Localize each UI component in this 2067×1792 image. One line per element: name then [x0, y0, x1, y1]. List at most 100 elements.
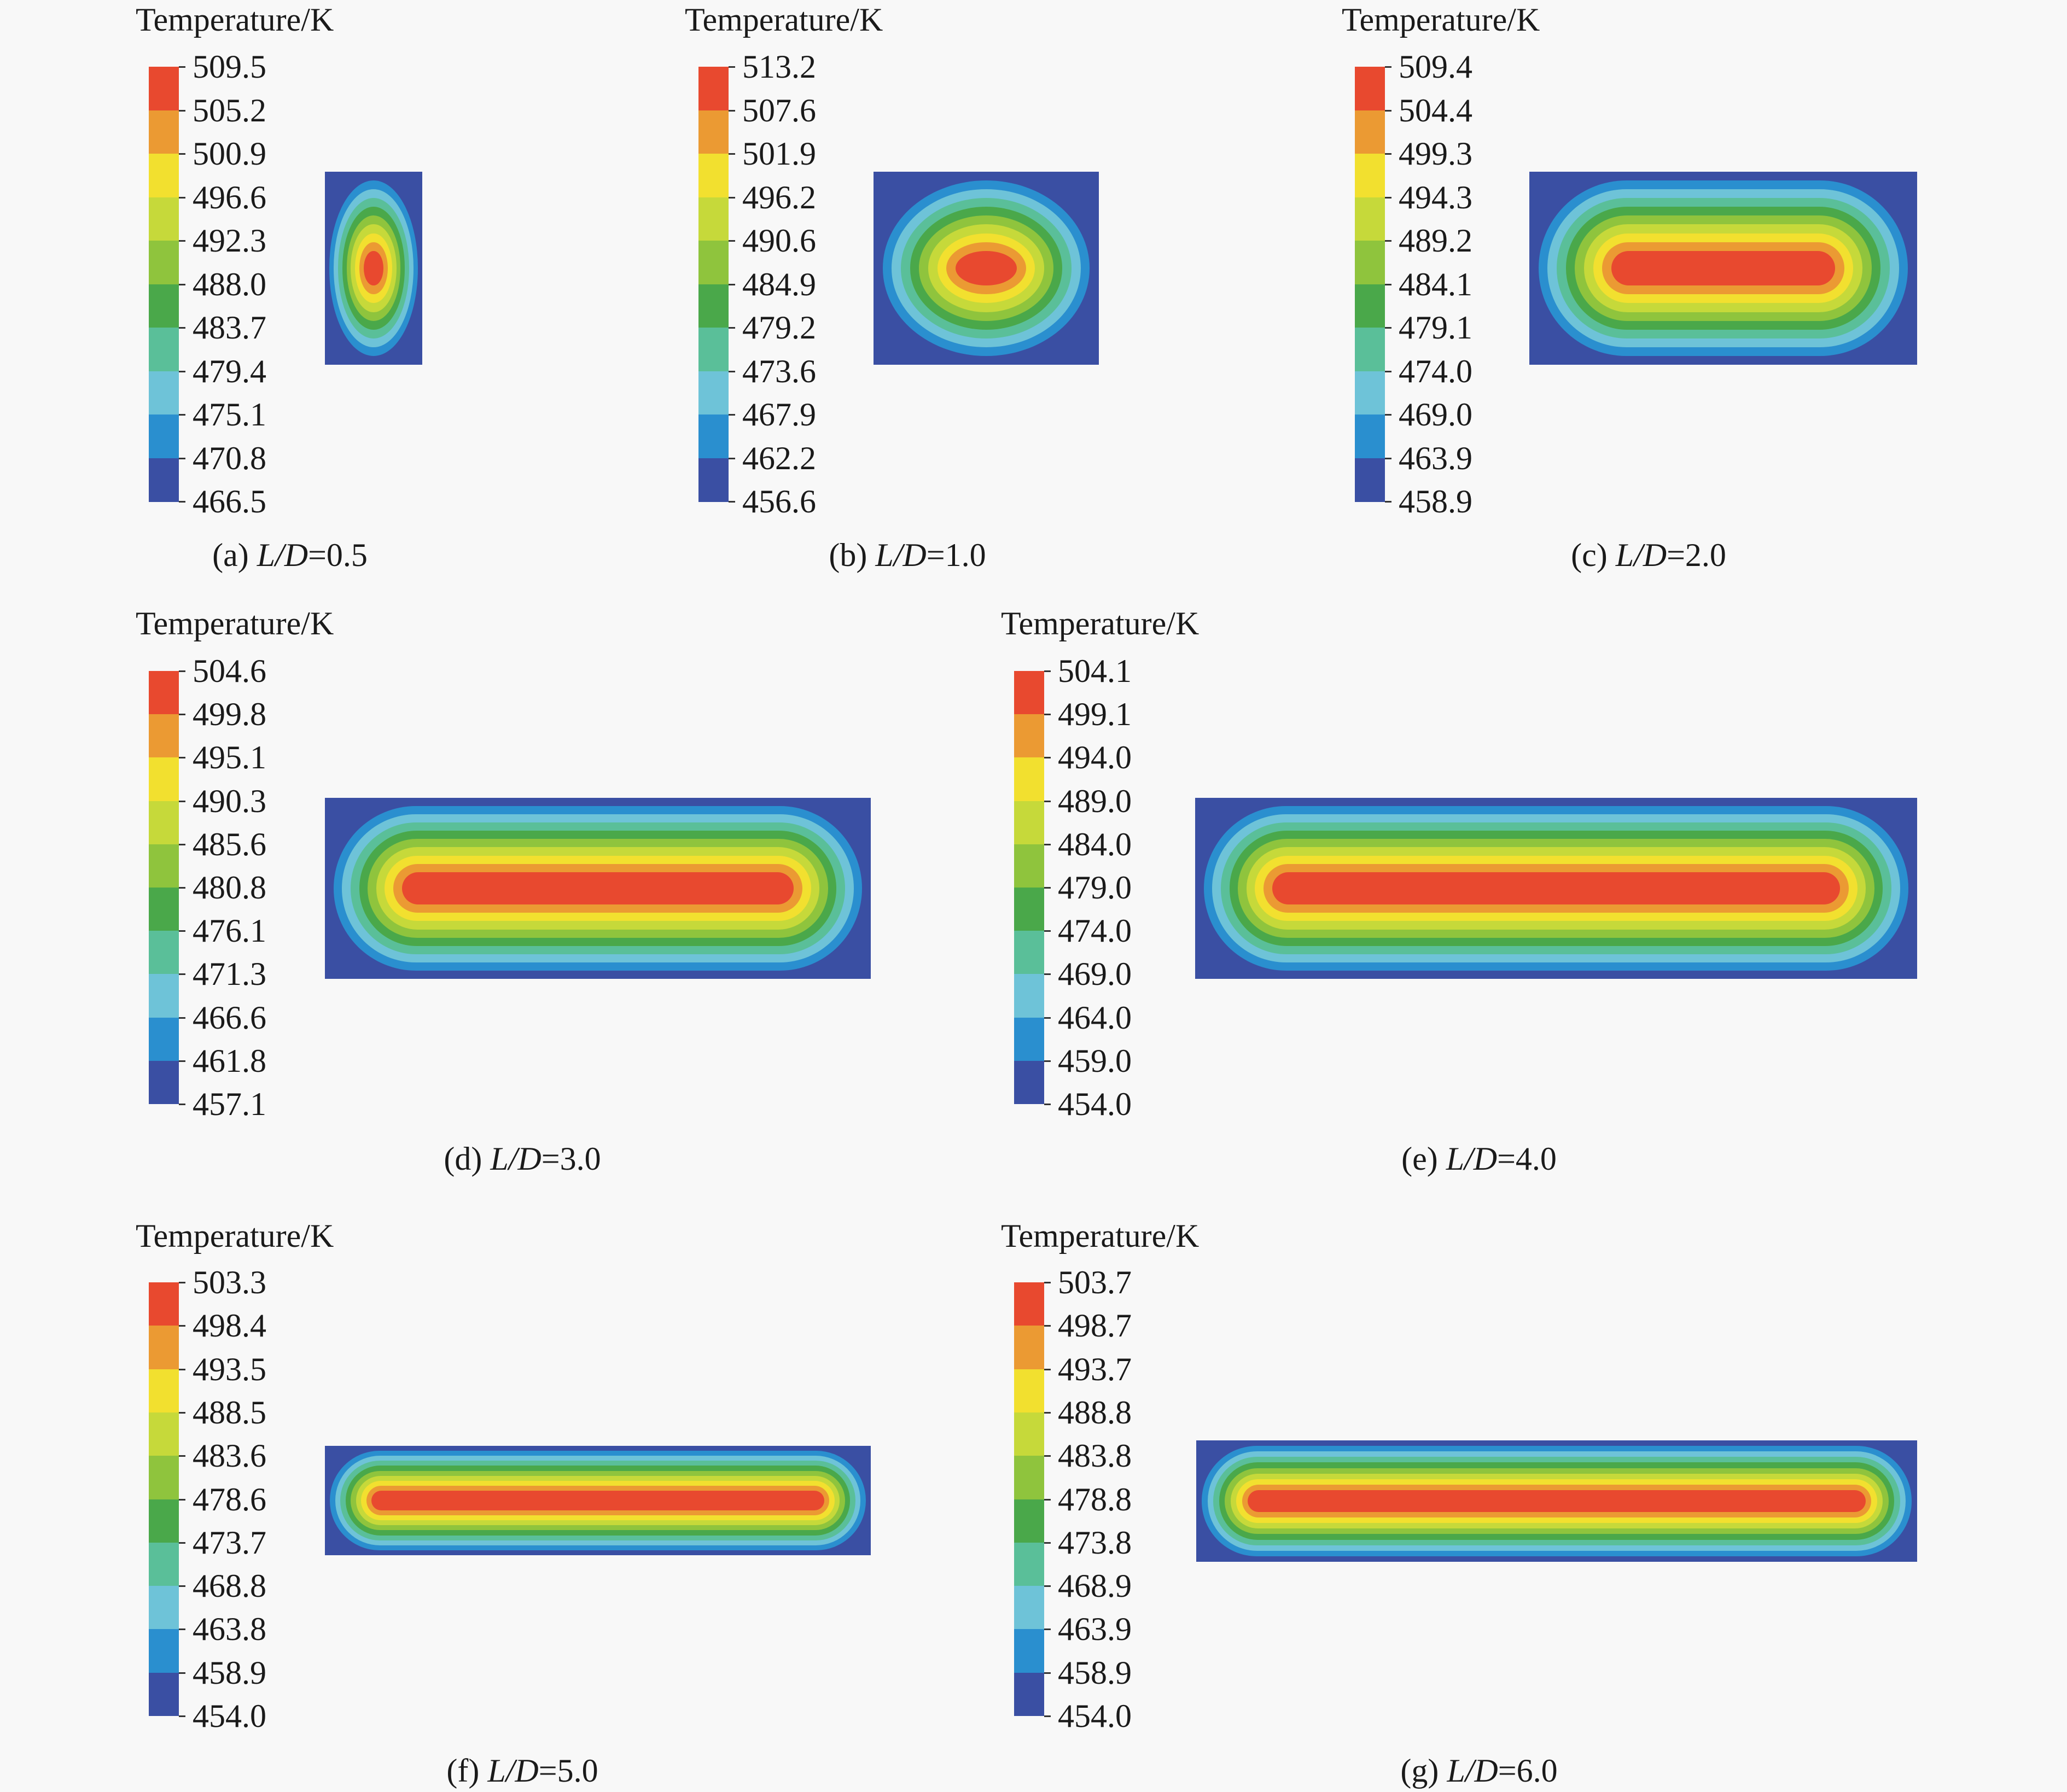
colorbar-tick-label: 484.9 — [742, 266, 816, 302]
colorbar-tick — [179, 153, 185, 155]
colorbar-tick-label: 471.3 — [193, 956, 266, 993]
colorbar: 504.1 499.1 494.0 489.0 484.0 479.0 474.0 469.0… — [1014, 655, 1132, 1120]
contour-level — [401, 872, 794, 905]
colorbar-tick-label: 488.5 — [193, 1394, 266, 1431]
temperature-field — [1529, 172, 1917, 365]
colorbar-tick-label: 461.8 — [193, 1042, 266, 1079]
colorbar-band — [1014, 1672, 1044, 1717]
colorbar-tick-label: 479.2 — [742, 310, 816, 346]
colorbar-tick — [179, 109, 185, 112]
colorbar-tick-label: 490.3 — [193, 783, 266, 819]
colorbar-tick — [179, 1628, 185, 1631]
colorbar-tick — [179, 1104, 185, 1105]
colorbar-tick-label: 498.4 — [193, 1307, 266, 1344]
colorbar-tick-label: 479.0 — [1058, 869, 1132, 906]
colorbar-tick — [1044, 1455, 1051, 1457]
colorbar-tick — [729, 414, 735, 416]
colorbar-tick — [179, 714, 185, 716]
colorbar-title: Temperature/K — [685, 2, 883, 38]
colorbar-band — [149, 888, 179, 931]
colorbar-tick — [1044, 1498, 1051, 1501]
colorbar-band — [149, 1326, 179, 1370]
colorbar-band — [1355, 154, 1385, 197]
colorbar-tick — [1044, 887, 1051, 889]
colorbar-band — [1014, 1629, 1044, 1673]
colorbar-tick — [1385, 196, 1391, 199]
colorbar-tick-label: 483.6 — [193, 1438, 266, 1474]
colorbar-tick-label: 492.3 — [193, 223, 266, 259]
colorbar-tick-label: 473.8 — [1058, 1524, 1132, 1561]
colorbar-tick-label: 509.4 — [1399, 49, 1472, 85]
colorbar-tick-label: 463.9 — [1399, 440, 1472, 476]
colorbar-band — [1014, 974, 1044, 1018]
colorbar-tick-label: 488.0 — [193, 266, 266, 302]
colorbar-tick-label: 475.1 — [193, 396, 266, 433]
colorbar-band — [149, 844, 179, 888]
colorbar-tick-label: 495.1 — [193, 739, 266, 776]
colorbar-band — [1014, 844, 1044, 888]
colorbar-tick-label: 469.0 — [1058, 956, 1132, 993]
colorbar-tick — [1385, 240, 1391, 242]
colorbar-band — [149, 1456, 179, 1499]
colorbar-tick-label: 474.0 — [1058, 913, 1132, 949]
colorbar-band — [698, 328, 729, 371]
colorbar-band — [1014, 757, 1044, 802]
colorbar-band — [1355, 110, 1385, 154]
colorbar-tick-label: 479.4 — [193, 353, 266, 389]
contour-level — [364, 250, 383, 286]
colorbar-tick-label: 454.0 — [193, 1698, 266, 1734]
colorbar-tick-label: 503.7 — [1058, 1264, 1132, 1300]
colorbar-title: Temperature/K — [1342, 2, 1540, 38]
colorbar-tick — [1385, 283, 1391, 285]
colorbar-tick — [179, 1282, 185, 1283]
colorbar-band — [149, 197, 179, 241]
colorbar-band — [698, 197, 729, 241]
colorbar-tick — [179, 1411, 185, 1414]
colorbar-band — [149, 154, 179, 197]
colorbar-tick — [179, 1060, 185, 1062]
contour-level — [1248, 1490, 1866, 1512]
colorbar-tick — [179, 1715, 185, 1717]
colorbar-tick — [1385, 457, 1391, 459]
contour-level — [1611, 250, 1835, 286]
colorbar-tick-label: 473.6 — [742, 353, 816, 389]
temperature-field — [874, 172, 1099, 365]
colorbar-band — [1014, 714, 1044, 758]
colorbar-tick — [1044, 930, 1051, 932]
colorbar-band — [1014, 671, 1044, 715]
colorbar-tick — [729, 501, 735, 503]
colorbar: 513.2 507.6 501.9 496.2 490.6 484.9 479.2 473.6… — [698, 50, 816, 518]
colorbar-tick-label: 496.2 — [742, 179, 816, 215]
colorbar-tick-label: 458.9 — [193, 1654, 266, 1691]
colorbar-tick — [729, 240, 735, 242]
colorbar-tick — [179, 670, 185, 672]
caption: (g) L/D=6.0 — [1400, 1753, 1558, 1789]
colorbar-band — [698, 371, 729, 415]
colorbar-band — [149, 1499, 179, 1543]
colorbar-band — [1014, 888, 1044, 931]
colorbar: 504.6 499.8 495.1 490.3 485.6 480.8 476.1 471.3… — [149, 655, 266, 1120]
colorbar-band — [1014, 1326, 1044, 1370]
colorbar-tick — [179, 283, 185, 285]
colorbar-tick-label: 457.1 — [193, 1086, 266, 1122]
colorbar-tick — [1044, 973, 1051, 976]
colorbar-tick — [179, 457, 185, 459]
colorbar-band — [1014, 1060, 1044, 1105]
colorbar-tick — [179, 1585, 185, 1587]
colorbar-band — [149, 801, 179, 845]
colorbar-tick-label: 458.9 — [1058, 1654, 1132, 1691]
colorbar-tick — [1044, 670, 1051, 672]
colorbar-tick — [729, 109, 735, 112]
caption: (d) L/D=3.0 — [444, 1141, 601, 1177]
colorbar-band — [149, 931, 179, 974]
colorbar-tick — [729, 283, 735, 285]
caption: (a) L/D=0.5 — [212, 537, 368, 573]
colorbar-band — [1014, 1542, 1044, 1586]
colorbar-tick — [179, 1498, 185, 1501]
colorbar-tick — [179, 414, 185, 416]
colorbar-band — [149, 757, 179, 802]
temperature-field — [1196, 1440, 1917, 1562]
colorbar-tick — [1385, 109, 1391, 112]
colorbar-tick-label: 498.7 — [1058, 1307, 1132, 1344]
colorbar-tick — [1044, 1325, 1051, 1327]
